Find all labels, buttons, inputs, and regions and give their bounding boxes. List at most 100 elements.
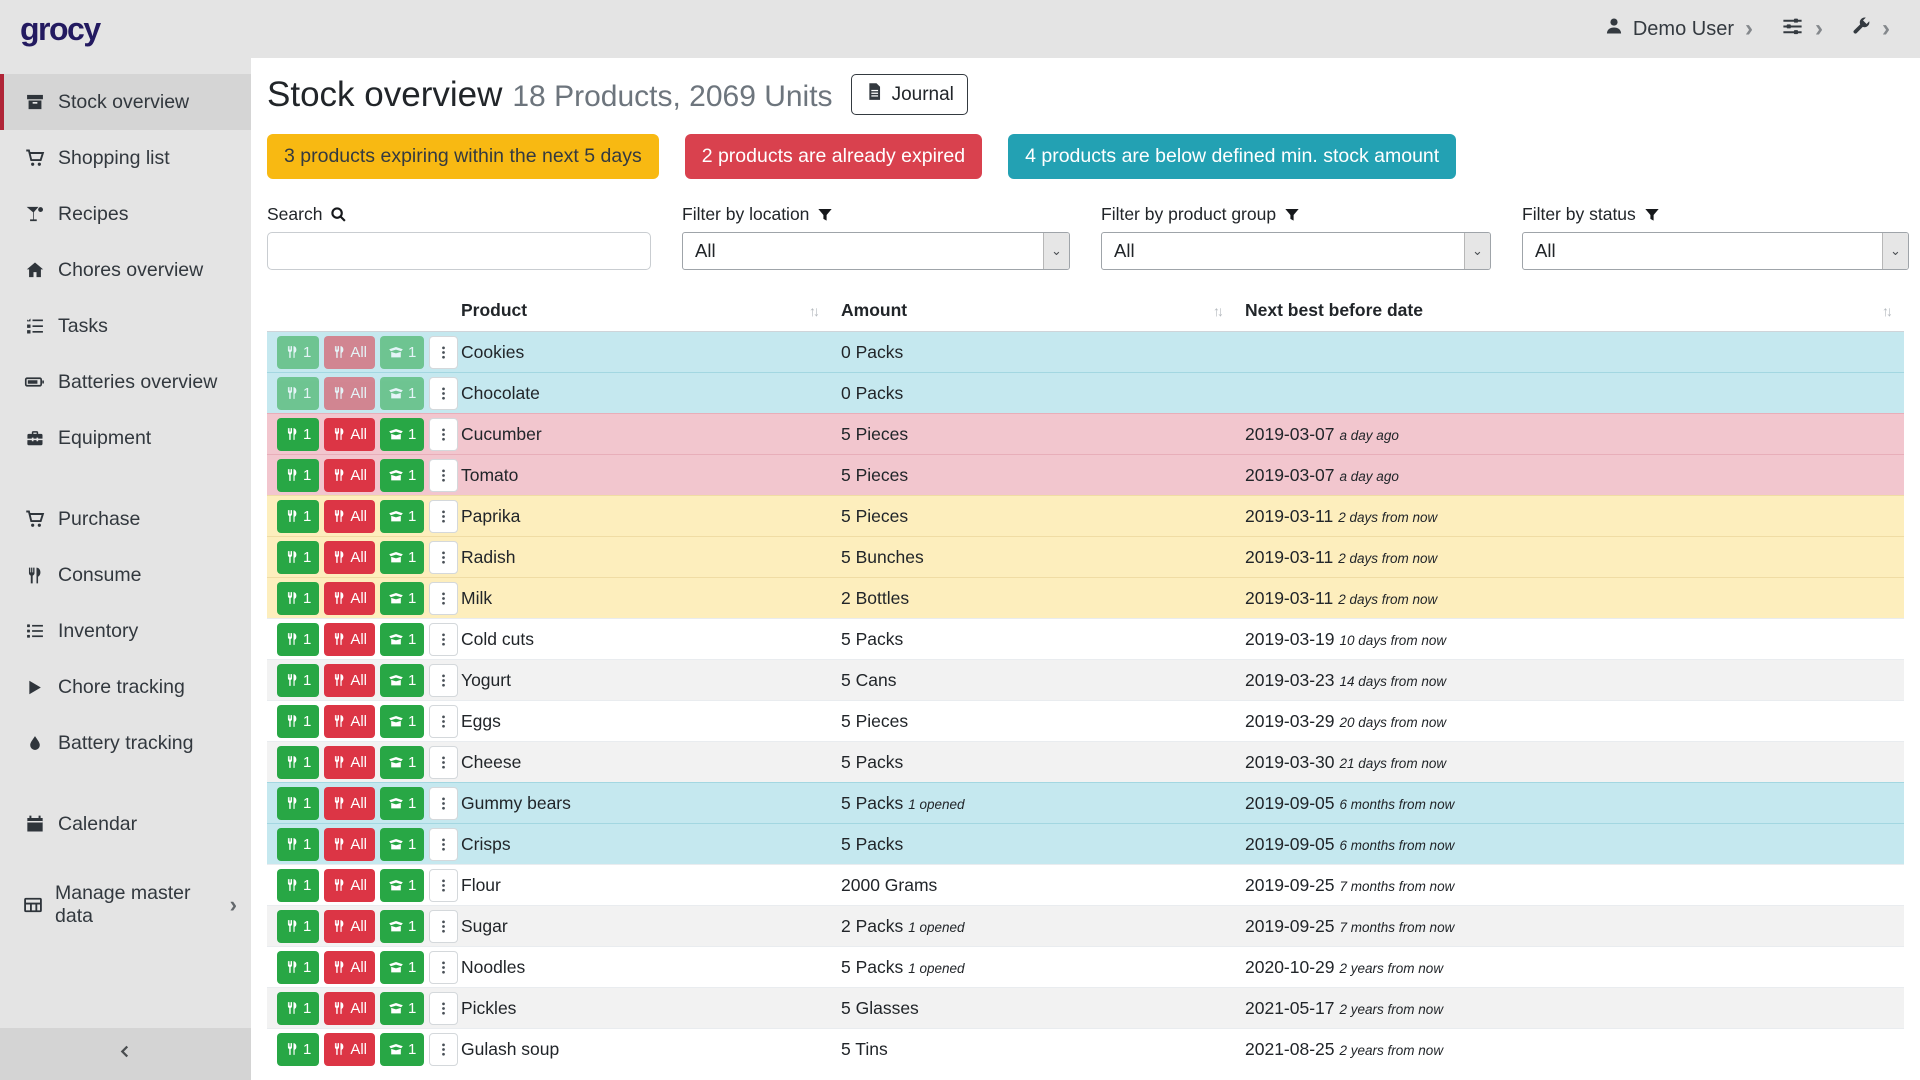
consume-all-button[interactable]: All <box>324 581 376 615</box>
admin-menu[interactable]: › <box>1851 16 1890 42</box>
row-menu-button[interactable] <box>429 909 459 943</box>
sidebar-item-recipes[interactable]: Recipes <box>0 186 251 242</box>
sidebar-item-chore-tracking[interactable]: Chore tracking <box>0 659 251 715</box>
open-one-button[interactable]: 1 <box>380 335 425 369</box>
sidebar-collapse-button[interactable] <box>0 1028 251 1080</box>
consume-one-button[interactable]: 1 <box>277 909 320 943</box>
sidebar-item-equipment[interactable]: Equipment <box>0 410 251 466</box>
consume-all-button[interactable]: All <box>324 1032 376 1066</box>
sidebar-item-tasks[interactable]: Tasks <box>0 298 251 354</box>
open-one-button[interactable]: 1 <box>380 663 425 697</box>
consume-one-button[interactable]: 1 <box>277 540 320 574</box>
open-one-button[interactable]: 1 <box>380 827 425 861</box>
consume-one-button[interactable]: 1 <box>277 376 320 410</box>
sidebar-item-purchase[interactable]: Purchase <box>0 491 251 547</box>
consume-all-button[interactable]: All <box>324 663 376 697</box>
sidebar-item-battery-tracking[interactable]: Battery tracking <box>0 715 251 771</box>
consume-one-button[interactable]: 1 <box>277 335 320 369</box>
row-menu-button[interactable] <box>429 950 459 984</box>
consume-all-button[interactable]: All <box>324 499 376 533</box>
row-menu-button[interactable] <box>429 376 459 410</box>
row-menu-button[interactable] <box>429 991 459 1025</box>
open-one-button[interactable]: 1 <box>380 417 425 451</box>
sidebar-item-inventory[interactable]: Inventory <box>0 603 251 659</box>
consume-one-button[interactable]: 1 <box>277 786 320 820</box>
sidebar-item-shopping-list[interactable]: Shopping list <box>0 130 251 186</box>
consume-one-button[interactable]: 1 <box>277 868 320 902</box>
row-menu-button[interactable] <box>429 1032 459 1066</box>
open-one-button[interactable]: 1 <box>380 704 425 738</box>
consume-all-button[interactable]: All <box>324 786 376 820</box>
row-menu-button[interactable] <box>429 458 459 492</box>
consume-all-button[interactable]: All <box>324 458 376 492</box>
alert-danger[interactable]: 2 products are already expired <box>684 134 983 179</box>
consume-one-button[interactable]: 1 <box>277 704 320 738</box>
journal-button[interactable]: Journal <box>850 74 968 115</box>
consume-one-button[interactable]: 1 <box>277 1032 320 1066</box>
alert-info[interactable]: 4 products are below defined min. stock … <box>1008 134 1457 179</box>
sidebar-item-chores-overview[interactable]: Chores overview <box>0 242 251 298</box>
consume-all-button[interactable]: All <box>324 868 376 902</box>
row-menu-button[interactable] <box>429 499 459 533</box>
consume-one-button[interactable]: 1 <box>277 745 320 779</box>
row-menu-button[interactable] <box>429 540 459 574</box>
open-one-button[interactable]: 1 <box>380 581 425 615</box>
consume-all-button[interactable]: All <box>324 540 376 574</box>
product-group-filter-select[interactable]: All ⌄ <box>1101 232 1491 270</box>
row-menu-button[interactable] <box>429 663 459 697</box>
row-menu-button[interactable] <box>429 335 459 369</box>
app-logo[interactable]: grocy <box>20 10 101 47</box>
open-one-button[interactable]: 1 <box>380 499 425 533</box>
open-one-button[interactable]: 1 <box>380 991 425 1025</box>
alert-warning[interactable]: 3 products expiring within the next 5 da… <box>267 134 659 179</box>
settings-menu[interactable]: › <box>1781 15 1823 44</box>
consume-all-button[interactable]: All <box>324 704 376 738</box>
location-filter-select[interactable]: All ⌄ <box>682 232 1070 270</box>
sidebar-item-manage-master-data[interactable]: Manage master data › <box>0 877 251 933</box>
consume-all-button[interactable]: All <box>324 417 376 451</box>
open-one-button[interactable]: 1 <box>380 1032 425 1066</box>
open-one-button[interactable]: 1 <box>380 458 425 492</box>
open-one-button[interactable]: 1 <box>380 909 425 943</box>
status-filter-select[interactable]: All ⌄ <box>1522 232 1909 270</box>
open-one-button[interactable]: 1 <box>380 540 425 574</box>
consume-all-button[interactable]: All <box>324 622 376 656</box>
consume-all-button[interactable]: All <box>324 745 376 779</box>
sidebar-item-calendar[interactable]: Calendar <box>0 796 251 852</box>
row-menu-button[interactable] <box>429 417 459 451</box>
best-before-column-header[interactable]: Next best before date ↑↓ <box>1235 291 1904 332</box>
open-one-button[interactable]: 1 <box>380 376 425 410</box>
open-one-button[interactable]: 1 <box>380 622 425 656</box>
open-one-button[interactable]: 1 <box>380 868 425 902</box>
consume-all-button[interactable]: All <box>324 909 376 943</box>
sidebar-item-consume[interactable]: Consume <box>0 547 251 603</box>
open-one-button[interactable]: 1 <box>380 950 425 984</box>
open-one-button[interactable]: 1 <box>380 786 425 820</box>
open-one-button[interactable]: 1 <box>380 745 425 779</box>
consume-one-button[interactable]: 1 <box>277 417 320 451</box>
row-menu-button[interactable] <box>429 827 459 861</box>
consume-one-button[interactable]: 1 <box>277 991 320 1025</box>
consume-one-button[interactable]: 1 <box>277 499 320 533</box>
sidebar-item-stock-overview[interactable]: Stock overview <box>0 74 251 130</box>
consume-one-button[interactable]: 1 <box>277 622 320 656</box>
consume-all-button[interactable]: All <box>324 827 376 861</box>
row-menu-button[interactable] <box>429 704 459 738</box>
consume-all-button[interactable]: All <box>324 950 376 984</box>
amount-column-header[interactable]: Amount ↑↓ <box>831 291 1235 332</box>
consume-one-button[interactable]: 1 <box>277 827 320 861</box>
sidebar-item-batteries-overview[interactable]: Batteries overview <box>0 354 251 410</box>
row-menu-button[interactable] <box>429 868 459 902</box>
consume-one-button[interactable]: 1 <box>277 950 320 984</box>
row-menu-button[interactable] <box>429 622 459 656</box>
consume-all-button[interactable]: All <box>324 376 376 410</box>
search-input[interactable] <box>267 232 651 270</box>
user-menu[interactable]: Demo User › <box>1604 16 1753 42</box>
consume-one-button[interactable]: 1 <box>277 458 320 492</box>
consume-all-button[interactable]: All <box>324 991 376 1025</box>
product-column-header[interactable]: Product ↑↓ <box>451 291 831 332</box>
consume-one-button[interactable]: 1 <box>277 581 320 615</box>
row-menu-button[interactable] <box>429 581 459 615</box>
row-menu-button[interactable] <box>429 786 459 820</box>
consume-one-button[interactable]: 1 <box>277 663 320 697</box>
